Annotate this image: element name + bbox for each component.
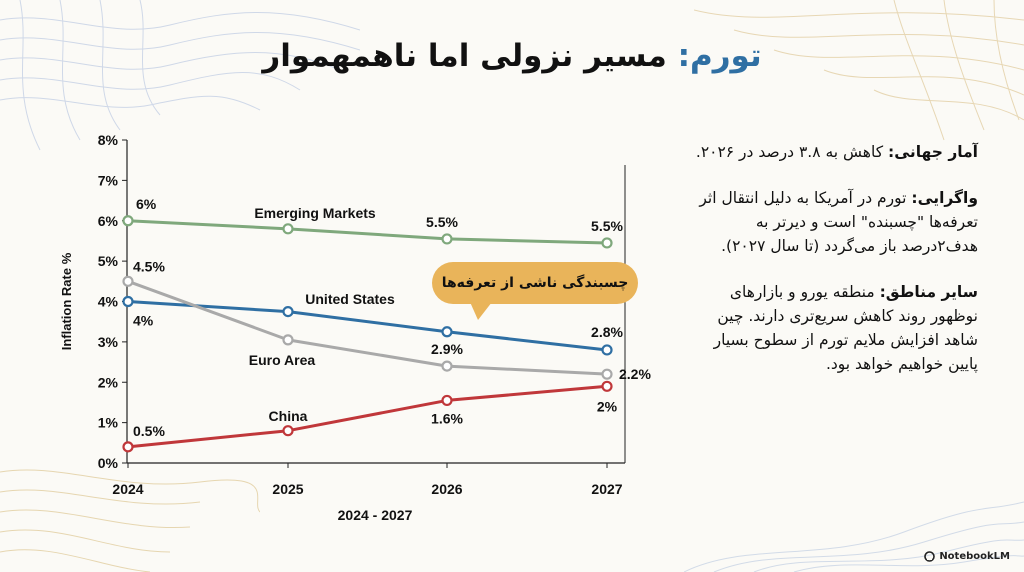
x-tick-label: 2027: [591, 481, 622, 497]
y-tick-label: 8%: [98, 132, 119, 148]
y-tick-label: 0%: [98, 455, 119, 471]
y-tick-label: 1%: [98, 415, 119, 431]
y-tick-label: 3%: [98, 334, 119, 350]
y-tick-label: 4%: [98, 294, 119, 310]
data-point-china: [441, 394, 453, 407]
y-tick-label: 7%: [98, 172, 119, 188]
summary-global-lead: آمار جهانی:: [888, 143, 978, 161]
summary-other-text: منطقه یورو و بازارهای نوظهور روند کاهش س…: [713, 283, 978, 373]
summary-divergence: واگرایی: تورم در آمریکا به دلیل انتقال ا…: [690, 186, 978, 258]
summary-other: سایر مناطق: منطقه یورو و بازارهای نوظهور…: [690, 280, 978, 376]
data-point-china: [601, 380, 613, 392]
title-rest: مسیر نزولی اما ناهمهموار: [262, 38, 678, 74]
data-point-china: [122, 441, 134, 453]
data-label-united-states: 2.8%: [591, 324, 623, 340]
data-point-united-states: [282, 305, 294, 318]
x-tick-label: 2025: [272, 481, 303, 497]
data-point-united-states: [441, 326, 453, 338]
data-label-emerging-markets: 5.5%: [591, 218, 623, 234]
series-name-emerging-markets: Emerging Markets: [254, 205, 376, 221]
summary-other-lead: سایر مناطق:: [879, 283, 978, 301]
tariff-stickiness-callout: چسبندگی ناشی از تعرفه‌ها: [432, 262, 638, 304]
series-line-china: [126, 384, 609, 449]
series-line-euro-area: [126, 279, 609, 376]
x-tick-label: 2026: [431, 481, 462, 497]
data-point-euro-area: [601, 368, 613, 380]
x-tick-label: 2024: [112, 481, 143, 497]
summary-global: آمار جهانی: کاهش به ۳.۸ درصد در ۲۰۲۶.: [690, 140, 978, 164]
data-point-euro-area: [122, 275, 134, 287]
summary-divergence-lead: واگرایی:: [911, 189, 978, 207]
data-point-emerging-markets: [441, 233, 453, 245]
data-point-china: [282, 425, 294, 437]
inflation-line-chart: 0% 1% 2% 3% 4% 5% 6% 7% 8% 2024 2025 2026 2027 2024 -…: [59, 132, 651, 523]
data-label-emerging-markets: 6%: [136, 196, 157, 212]
y-axis-title: Inflation Rate %: [59, 252, 74, 350]
data-point-euro-area: [282, 334, 294, 346]
title-accent: تورم:: [677, 38, 762, 74]
data-point-emerging-markets: [122, 215, 134, 227]
callout-tail: [470, 302, 492, 320]
data-point-united-states: [601, 344, 613, 356]
summary-divergence-text: تورم در آمریکا به دلیل انتقال اثر تعرفه‌…: [699, 189, 978, 255]
y-tick-label: 5%: [98, 253, 119, 269]
series-line-united-states: [126, 300, 609, 352]
brand-name: NotebookLM: [939, 551, 1010, 562]
data-point-euro-area: [441, 360, 453, 372]
data-point-emerging-markets: [601, 237, 613, 249]
data-label-united-states: 4%: [133, 313, 154, 329]
data-label-china: 1.6%: [431, 410, 463, 426]
brand-watermark: NotebookLM: [924, 551, 1010, 562]
data-point-united-states: [122, 295, 134, 308]
summary-global-text: کاهش به ۳.۸ درصد در ۲۰۲۶.: [695, 143, 889, 161]
data-label-euro-area: 2.2%: [619, 366, 651, 382]
data-point-emerging-markets: [282, 223, 294, 235]
data-label-euro-area: 2.9%: [431, 341, 463, 357]
data-label-china: 2%: [597, 398, 618, 414]
decorative-contour-top-right: [694, 0, 1024, 141]
series-line-emerging-markets: [126, 219, 609, 245]
y-tick-label: 2%: [98, 374, 119, 390]
y-tick-label: 6%: [98, 213, 119, 229]
data-label-emerging-markets: 5.5%: [426, 214, 458, 230]
series-name-united-states: United States: [305, 291, 395, 307]
x-axis-title: 2024 - 2027: [338, 507, 413, 523]
series-name-china: China: [269, 408, 308, 424]
data-label-china: 0.5%: [133, 423, 165, 439]
summary-panel: آمار جهانی: کاهش به ۳.۸ درصد در ۲۰۲۶. وا…: [690, 140, 978, 398]
series-name-euro-area: Euro Area: [249, 352, 316, 368]
data-label-euro-area: 4.5%: [133, 258, 165, 274]
page-title: تورم: مسیر نزولی اما ناهمهموار: [0, 38, 1024, 74]
notebooklm-logo-icon: [924, 551, 936, 562]
